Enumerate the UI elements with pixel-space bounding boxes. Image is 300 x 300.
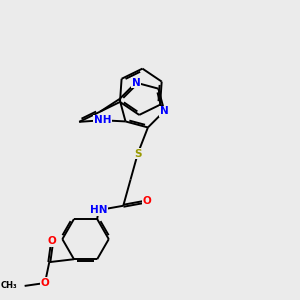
Text: O: O (48, 236, 57, 246)
Text: O: O (143, 196, 152, 206)
Text: N: N (160, 106, 169, 116)
Text: S: S (134, 148, 142, 159)
Text: CH₃: CH₃ (1, 281, 17, 290)
Text: NH: NH (94, 115, 111, 125)
Text: HN: HN (90, 205, 107, 215)
Text: O: O (40, 278, 49, 288)
Text: N: N (131, 78, 140, 88)
